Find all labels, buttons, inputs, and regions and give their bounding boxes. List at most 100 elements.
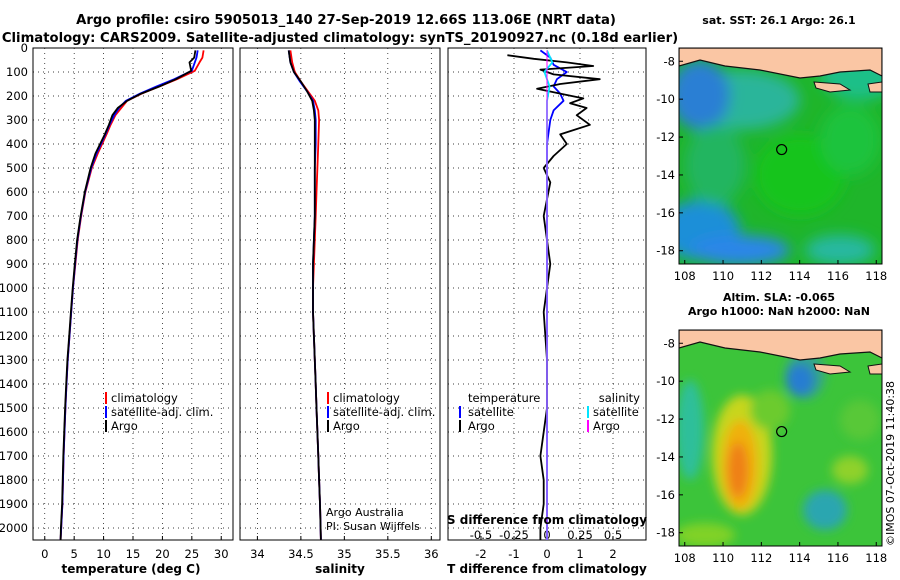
- x-tick-label: 36: [424, 547, 439, 561]
- map-lon-tick-label: 116: [827, 269, 849, 283]
- depth-tick-label: 100: [6, 65, 28, 79]
- x-tick-label: 30: [214, 547, 229, 561]
- x-axis-ticks: 34 34.5 35 35.5 36: [250, 536, 439, 561]
- map-lat-tick-label: -8: [664, 336, 675, 350]
- map-lon-tick-label: 110: [712, 551, 734, 565]
- x-tick-label: -1: [508, 547, 519, 561]
- depth-tick-label: 1500: [0, 401, 28, 415]
- depth-tick-label: 1600: [0, 425, 28, 439]
- x-tick-label: 34: [250, 547, 265, 561]
- sla-map-island: [813, 363, 852, 375]
- figure-title-line1: Argo profile: csiro 5905013_140 27-Sep-2…: [76, 13, 616, 28]
- sst-argo-location-marker: [776, 143, 788, 156]
- map-lat-tick-label: -10: [656, 92, 675, 106]
- map-lat-tick-label: -18: [656, 526, 675, 540]
- grid: [33, 47, 233, 540]
- legend-satellite-label: satellite-adj. clim.: [333, 405, 435, 419]
- depth-tick-label: 300: [6, 113, 28, 127]
- temperature-axis-label: temperature (deg C): [62, 562, 201, 576]
- sst-map: [679, 48, 882, 264]
- depth-tick-label: 500: [6, 161, 28, 175]
- grid: [240, 47, 440, 540]
- sst-map-field: [679, 50, 882, 264]
- depth-tick-label: 1900: [0, 497, 28, 511]
- legend-salinity-heading: salinity: [599, 391, 640, 405]
- x-tick-label: 35: [337, 547, 352, 561]
- legend-climatology-label: climatology: [333, 391, 400, 405]
- legend-s-satellite-label: satellite: [593, 405, 639, 419]
- map-lat-tick-label: -14: [656, 450, 675, 464]
- depth-tick-label: 1700: [0, 449, 28, 463]
- series-lines: [59, 50, 205, 540]
- sst-map-island-east: [867, 81, 882, 93]
- series-argo: [287, 50, 322, 540]
- salinity-legend: climatology satellite-adj. clim. Argo: [327, 391, 435, 433]
- x-tick-label: 34.5: [288, 547, 314, 561]
- credit-line2: PI: Susan Wijffels: [326, 520, 420, 533]
- legend-argo-label: Argo: [111, 419, 138, 433]
- depth-tick-label: 400: [6, 137, 28, 151]
- x-tick-label: 5: [71, 547, 78, 561]
- series-satellite-adj-clim-: [287, 50, 322, 540]
- panel-frame: [239, 47, 441, 541]
- sla-map-ticks: 108 110 112 114 116 118 -8 -10 -12 -14 -16 -18: [656, 336, 887, 565]
- x-tick-label: 0: [41, 547, 48, 561]
- series-lines: [287, 50, 322, 540]
- s-difference-tick-label: 0.25: [567, 528, 593, 542]
- map-lon-tick-label: 108: [674, 269, 696, 283]
- s-difference-tick-label: -0.25: [499, 528, 529, 542]
- x-tick-label: 10: [96, 547, 111, 561]
- depth-tick-label: 1400: [0, 377, 28, 391]
- map-lon-tick-label: 112: [750, 269, 772, 283]
- credit-line1: Argo Australia: [326, 506, 404, 519]
- sla-map-land: [679, 330, 882, 361]
- sla-map-title: Altim. SLA: -0.065: [723, 291, 835, 304]
- depth-tick-label: 1300: [0, 353, 28, 367]
- x-tick-label: 25: [185, 547, 200, 561]
- figure-title-line2: Climatology: CARS2009. Satellite-adjuste…: [2, 31, 678, 46]
- map-lat-tick-label: -14: [656, 168, 675, 182]
- depth-tick-label: 1200: [0, 329, 28, 343]
- temperature-legend: climatology satellite-adj. clim. Argo: [105, 391, 213, 433]
- depth-tick-label: 700: [6, 209, 28, 223]
- map-lat-tick-label: -12: [656, 412, 675, 426]
- map-lat-tick-label: -16: [656, 206, 675, 220]
- sst-map-island: [813, 81, 852, 93]
- temperature-panel: 0 5 10 15 20 25 30: [32, 47, 234, 561]
- x-tick-label: 2: [609, 547, 616, 561]
- legend-t-satellite-label: satellite: [468, 405, 514, 419]
- salinity-panel: 34 34.5 35 35.5 36: [239, 47, 441, 561]
- map-lat-tick-label: -18: [656, 244, 675, 258]
- depth-axis: 0 100 200 300 400 500 600 700 800 900 1000 1100 1200…: [0, 41, 28, 535]
- depth-tick-label: 2000: [0, 521, 28, 535]
- series-climatology: [59, 50, 205, 540]
- sla-argo-location-marker: [776, 425, 788, 438]
- series-satellite-adj-clim-: [59, 50, 199, 540]
- map-lat-tick-label: -10: [656, 374, 675, 388]
- depth-tick-label: 900: [6, 257, 28, 271]
- series-temperature-argo: [507, 54, 601, 540]
- map-lon-tick-label: 108: [674, 551, 696, 565]
- x-tick-label: 0: [543, 547, 550, 561]
- sla-map: [679, 330, 882, 546]
- series-argo: [59, 50, 197, 540]
- imos-timestamp: ©IMOS 07-Oct-2019 11:40:38: [884, 381, 897, 546]
- map-lon-tick-label: 112: [750, 551, 772, 565]
- depth-tick-label: 1000: [0, 281, 28, 295]
- map-lon-tick-label: 118: [865, 551, 887, 565]
- sla-map-field: [679, 351, 880, 546]
- x-tick-label: -2: [475, 547, 486, 561]
- map-lat-tick-label: -12: [656, 130, 675, 144]
- map-lon-tick-label: 114: [789, 269, 811, 283]
- series-temperature-satellite: [539, 49, 568, 540]
- series-lines: [507, 49, 601, 540]
- map-lat-tick-label: -16: [656, 488, 675, 502]
- difference-panel: -2 -1 0 1 2-0.5 -0.25 0 0.25 0.5: [447, 47, 647, 561]
- x-axis-ticks: 0 5 10 15 20 25 30: [41, 536, 229, 561]
- depth-tick-label: 200: [6, 89, 28, 103]
- legend-argo-label: Argo: [333, 419, 360, 433]
- legend-satellite-label: satellite-adj. clim.: [111, 405, 213, 419]
- depth-tick-label: 1800: [0, 473, 28, 487]
- depth-tick-label: 600: [6, 185, 28, 199]
